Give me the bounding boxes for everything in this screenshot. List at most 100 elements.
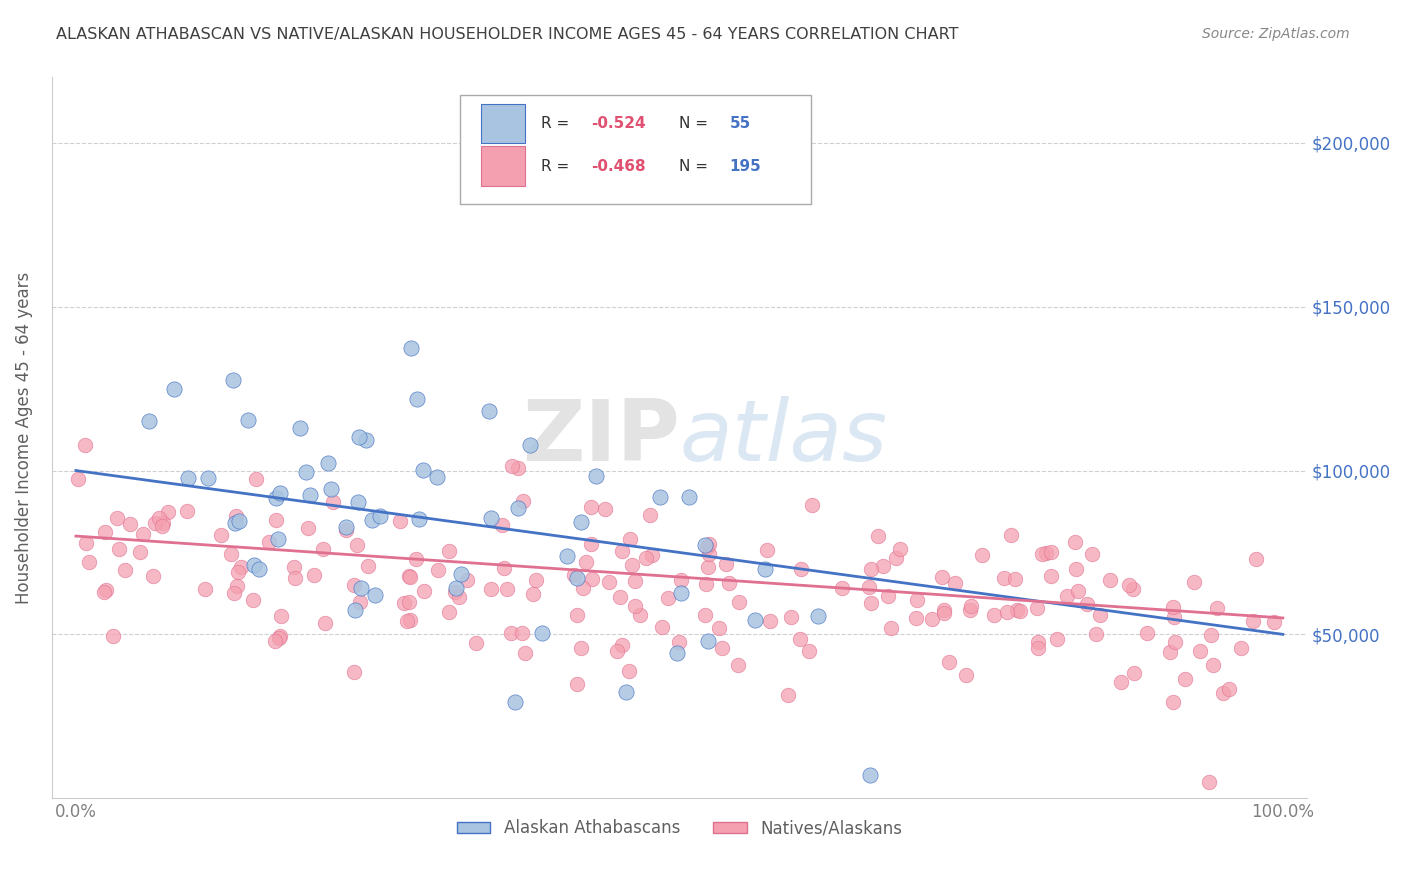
Point [284,571,307,585]
Point [267,532,290,546]
Point [242,593,264,607]
Point [501,626,523,640]
Point [612,638,634,652]
Point [478,404,501,418]
Point [905,611,928,625]
Text: N =: N = [679,159,713,174]
Point [620,558,643,572]
Point [1122,582,1144,596]
Point [464,636,486,650]
Point [1080,547,1102,561]
Point [569,640,592,655]
Point [269,486,291,500]
Point [283,560,305,574]
Point [294,465,316,479]
Point [510,625,533,640]
Point [412,583,434,598]
Point [156,505,179,519]
Point [450,567,472,582]
Point [651,620,673,634]
Point [693,608,716,623]
Point [263,633,285,648]
Point [519,438,541,452]
Point [1118,578,1140,592]
Point [668,635,690,649]
Point [346,538,368,552]
Point [714,557,737,571]
Point [75,536,97,550]
Point [669,586,692,600]
Point [101,629,124,643]
Point [73,438,96,452]
Point [496,582,519,596]
Point [593,502,616,516]
Point [132,526,155,541]
Point [905,592,928,607]
Point [1188,643,1211,657]
Point [335,523,357,537]
Point [347,495,370,509]
Point [921,612,943,626]
Point [696,541,718,555]
Point [129,545,152,559]
Point [370,509,392,524]
Point [943,576,966,591]
Point [932,606,955,620]
Point [398,595,420,609]
Point [932,603,955,617]
Point [1046,632,1069,647]
Point [1039,544,1062,558]
Point [1164,635,1187,649]
Text: ALASKAN ATHABASCAN VS NATIVE/ALASKAN HOUSEHOLDER INCOME AGES 45 - 64 YEARS CORRE: ALASKAN ATHABASCAN VS NATIVE/ALASKAN HOU… [56,27,959,42]
Point [506,460,529,475]
Point [744,613,766,627]
Point [859,768,882,782]
Point [138,414,160,428]
Point [669,574,692,588]
Point [118,517,141,532]
Point [392,596,415,610]
Point [335,520,357,534]
Point [259,534,281,549]
Point [879,621,901,635]
Point [872,558,894,573]
Point [322,495,344,509]
Point [94,582,117,597]
Text: Source: ZipAtlas.com: Source: ZipAtlas.com [1202,27,1350,41]
Point [955,667,977,681]
Point [243,558,266,572]
Point [995,605,1018,619]
Point [1026,640,1049,655]
Point [696,559,718,574]
Point [1159,645,1181,659]
Point [176,503,198,517]
Point [356,433,378,447]
Point [959,603,981,617]
Point [406,392,429,406]
Point [225,509,247,524]
Point [398,613,420,627]
Point [114,563,136,577]
Point [564,568,586,582]
Point [695,539,717,553]
Text: atlas: atlas [679,396,887,479]
Point [884,550,907,565]
Point [93,585,115,599]
Point [512,493,534,508]
Point [641,548,664,562]
Point [145,516,167,531]
Point [931,570,953,584]
Point [1026,600,1049,615]
Point [758,614,780,628]
Point [364,588,387,602]
Point [1085,627,1108,641]
Point [1031,547,1053,561]
Point [807,608,830,623]
Point [960,599,983,614]
Point [1212,686,1234,700]
Point [754,562,776,576]
Point [297,521,319,535]
Point [269,629,291,643]
Point [1000,528,1022,542]
Point [479,582,502,597]
